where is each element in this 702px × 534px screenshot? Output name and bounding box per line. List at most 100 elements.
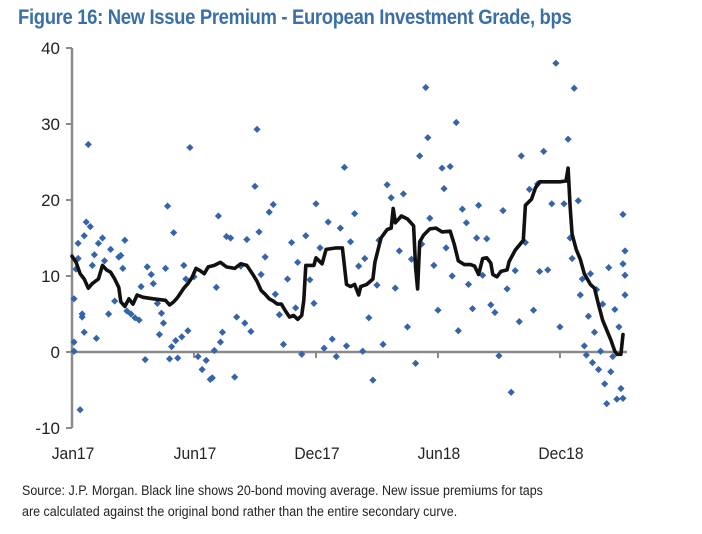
data-point: [302, 232, 310, 240]
data-point: [186, 143, 194, 152]
data-point: [446, 162, 454, 171]
data-point: [617, 384, 625, 393]
data-point: [422, 83, 430, 92]
data-point: [373, 281, 381, 289]
data-point: [104, 310, 113, 318]
data-point: [279, 340, 288, 348]
data-point: [609, 352, 617, 361]
data-point: [131, 314, 139, 322]
data-point: [599, 300, 607, 308]
data-point: [155, 330, 164, 339]
data-point: [292, 304, 300, 312]
data-point: [495, 352, 503, 360]
data-point: [475, 201, 483, 209]
data-point: [328, 335, 336, 343]
data-point: [574, 197, 582, 205]
data-point: [462, 219, 471, 227]
data-point: [265, 208, 273, 216]
data-point: [468, 305, 477, 313]
data-point: [529, 306, 538, 314]
footnote: Source: J.P. Morgan. Black line shows 20…: [22, 481, 543, 523]
chart-title: Figure 16: New Issue Premium - European …: [18, 5, 572, 29]
y-tick-label: 0: [51, 343, 60, 362]
data-point: [70, 338, 78, 346]
data-point: [454, 327, 462, 335]
data-point: [174, 354, 182, 362]
y-tick-label: 10: [41, 267, 60, 286]
data-point: [548, 200, 556, 208]
data-point: [90, 251, 98, 259]
data-point: [255, 228, 263, 236]
data-point: [586, 270, 595, 278]
data-point: [88, 261, 96, 269]
data-point: [597, 347, 605, 355]
data-point: [243, 235, 251, 244]
data-point: [395, 247, 403, 255]
data-point: [127, 310, 135, 318]
data-point: [615, 323, 623, 331]
data-point: [536, 267, 544, 276]
moving-average-series: [70, 166, 625, 357]
data-point: [487, 301, 495, 309]
data-point: [275, 311, 283, 319]
data-point: [218, 328, 227, 336]
data-point: [407, 255, 416, 263]
data-point: [98, 234, 107, 242]
data-point: [483, 235, 491, 243]
x-tick-label: Jun17: [174, 444, 217, 463]
data-point: [361, 254, 369, 263]
data-point: [387, 194, 395, 202]
data-point: [70, 347, 78, 355]
data-point: [159, 319, 168, 327]
data-point: [310, 299, 318, 307]
data-point: [316, 244, 324, 252]
data-point: [312, 200, 320, 208]
data-point: [383, 181, 391, 189]
data-point: [168, 343, 176, 351]
data-point: [247, 327, 255, 336]
data-point: [74, 239, 82, 247]
data-point: [570, 84, 578, 92]
data-point: [621, 271, 629, 279]
data-point: [621, 291, 629, 299]
data-point: [607, 368, 615, 376]
data-point: [560, 200, 568, 208]
y-tick-label: 20: [41, 191, 60, 210]
data-point: [525, 185, 534, 193]
data-point: [298, 350, 306, 358]
data-point: [86, 223, 94, 231]
data-point: [332, 352, 340, 361]
data-point: [182, 275, 190, 283]
data-point: [117, 251, 125, 260]
data-point: [180, 261, 188, 269]
data-point: [135, 316, 143, 324]
data-point: [403, 323, 412, 331]
x-tick-label: Dec18: [538, 444, 583, 463]
data-point: [121, 236, 129, 244]
data-point: [336, 224, 344, 232]
data-point: [588, 359, 597, 367]
data-point: [253, 125, 261, 133]
data-point: [157, 309, 166, 317]
data-point: [72, 265, 80, 273]
data-point: [350, 210, 359, 218]
data-point: [123, 307, 131, 315]
data-point: [464, 280, 473, 288]
data-point: [499, 207, 507, 215]
data-point: [161, 264, 170, 272]
data-point: [611, 305, 619, 314]
data-point: [231, 373, 239, 381]
data-point: [438, 164, 446, 172]
y-tick-label: -10: [35, 419, 60, 438]
data-point: [287, 238, 296, 247]
data-point: [153, 299, 161, 307]
data-point: [184, 327, 192, 335]
data-point: [590, 328, 599, 336]
data-point: [511, 267, 519, 275]
data-point: [165, 355, 174, 363]
data-point: [442, 244, 450, 252]
moving-average-line: [70, 166, 625, 357]
data-point: [143, 263, 151, 271]
data-point: [416, 152, 424, 160]
data-point: [472, 234, 481, 242]
